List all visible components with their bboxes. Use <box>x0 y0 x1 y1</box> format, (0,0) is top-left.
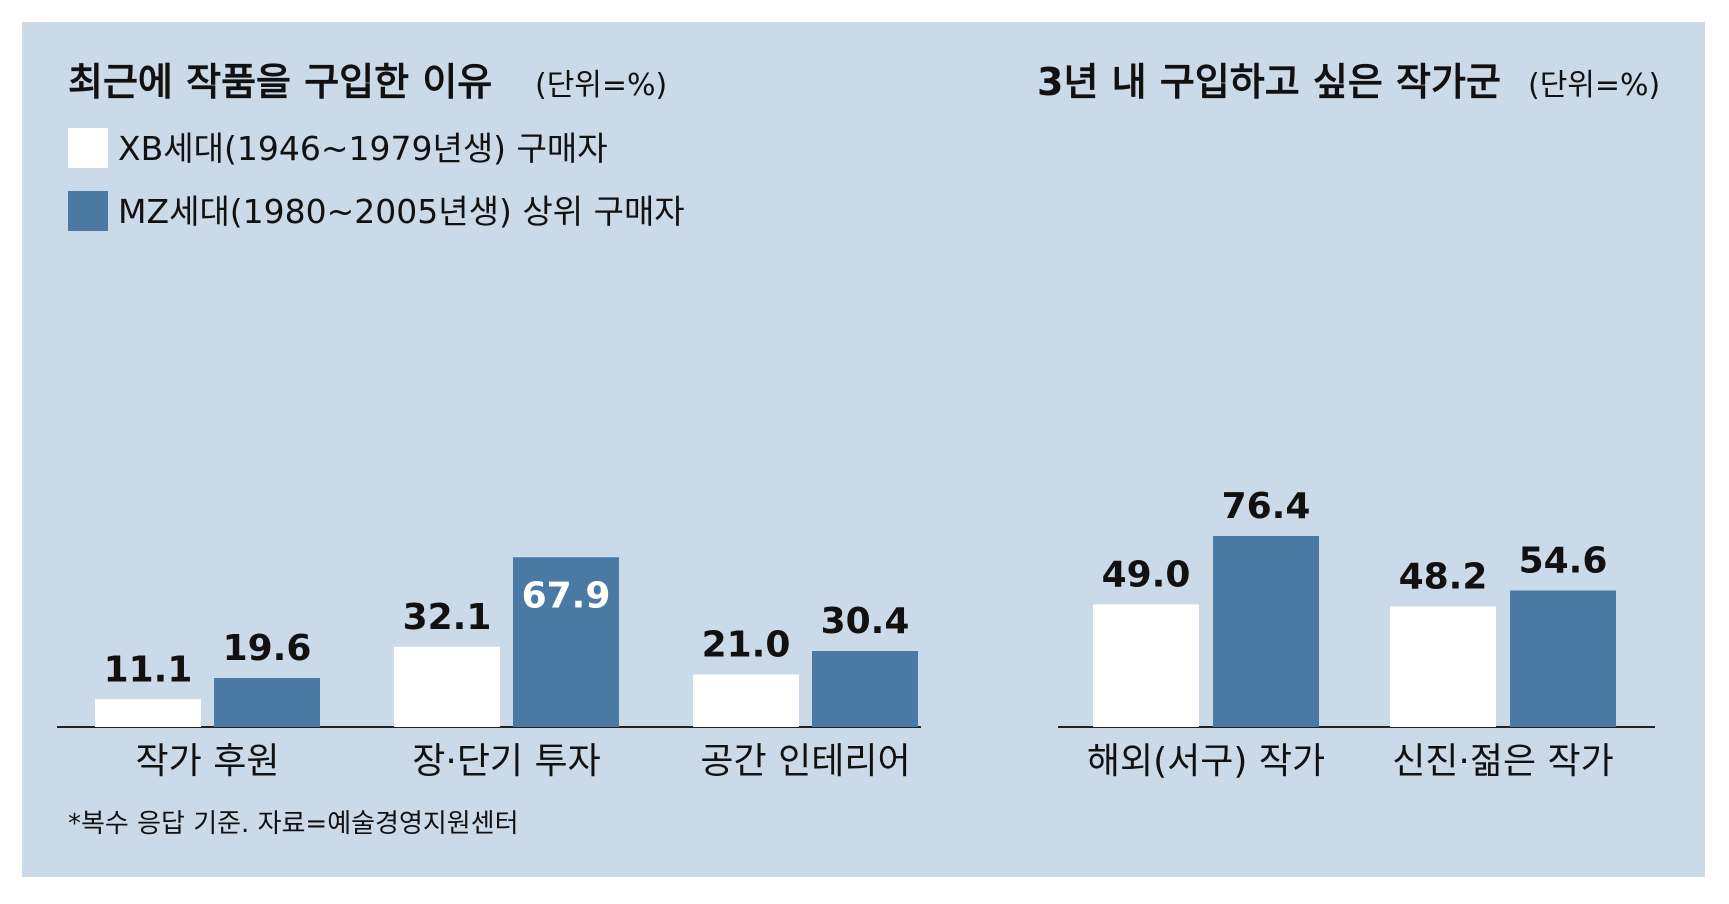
legend-label-xb: XB세대(1946~1979년생) 구매자 <box>118 129 608 168</box>
left-value-label-xb-1: 32.1 <box>403 597 492 638</box>
left-chart-unit: (단위=%) <box>535 68 667 103</box>
right-chart-unit: (단위=%) <box>1528 68 1660 103</box>
chart-panel <box>22 22 1705 877</box>
right-value-label-mz-1: 54.6 <box>1519 541 1608 582</box>
right-category-label-0: 해외(서구) 작가 <box>1087 741 1325 782</box>
right-value-label-xb-0: 49.0 <box>1102 555 1191 596</box>
left-chart-title: 최근에 작품을 구입한 이유 <box>68 60 492 104</box>
left-bar-xb-1 <box>394 646 500 727</box>
left-value-label-xb-0: 11.1 <box>104 649 193 690</box>
left-bar-mz-0 <box>214 678 320 727</box>
left-value-label-mz-0: 19.6 <box>223 628 312 669</box>
bars-layer: 11.1 19.6 작가 후원 32.1 67.9 장·단기 투자 21.0 30.4 공간 인… <box>95 486 1616 782</box>
right-chart-title: 3년 내 구입하고 싶은 작가군 <box>1037 60 1501 104</box>
right-bar-mz-0 <box>1213 536 1319 727</box>
right-bar-mz-1 <box>1510 590 1616 727</box>
left-category-label-0: 작가 후원 <box>136 741 280 782</box>
left-bar-mz-1 <box>513 557 619 727</box>
right-bar-xb-1 <box>1390 606 1496 727</box>
right-bar-xb-0 <box>1093 604 1199 727</box>
footnote: *복수 응답 기준. 자료=예술경영지원센터 <box>68 809 519 839</box>
left-bar-mz-2 <box>812 651 918 727</box>
left-bar-xb-0 <box>95 699 201 727</box>
right-category-label-1: 신진·젊은 작가 <box>1392 741 1614 782</box>
legend-label-mz: MZ세대(1980~2005년생) 상위 구매자 <box>118 192 685 231</box>
legend-swatch-xb <box>68 128 108 168</box>
left-category-label-1: 장·단기 투자 <box>412 741 601 782</box>
legend-swatch-mz <box>68 191 108 231</box>
left-category-label-2: 공간 인테리어 <box>700 741 910 782</box>
right-value-label-mz-0: 76.4 <box>1222 486 1311 527</box>
left-value-label-mz-2: 30.4 <box>821 601 910 642</box>
left-value-label-mz-1: 67.9 <box>522 575 611 616</box>
right-value-label-xb-1: 48.2 <box>1399 557 1488 598</box>
left-value-label-xb-2: 21.0 <box>702 625 791 666</box>
left-bar-xb-2 <box>693 674 799 727</box>
